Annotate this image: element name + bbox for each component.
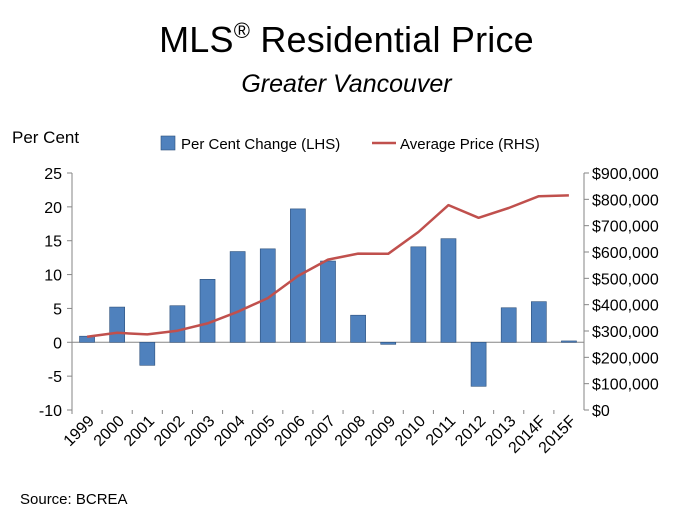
left-tick-label: -10 [39, 403, 62, 420]
bar [470, 341, 487, 387]
right-tick-label: $200,000 [592, 350, 659, 367]
title-text: MLS [159, 19, 234, 60]
left-tick-label: 5 [53, 301, 62, 318]
x-tick-label: 2005 [241, 413, 278, 450]
bar [500, 307, 517, 343]
bar [410, 246, 427, 343]
left-axis-ticks: 25 20 15 10 5 0 -5 -10 [39, 166, 72, 420]
legend-swatch-bar [160, 135, 176, 151]
left-tick-label: -5 [48, 369, 62, 386]
left-tick-label: 15 [44, 234, 62, 251]
right-tick-label: $0 [592, 403, 610, 420]
bar [440, 238, 457, 343]
legend-label-line: Average Price (RHS) [400, 136, 540, 153]
x-tick-label: 2003 [181, 413, 218, 450]
bar [169, 305, 186, 343]
average-price-line [86, 194, 569, 339]
x-tick-label: 2008 [332, 413, 369, 450]
x-tick-label: 2010 [392, 413, 429, 450]
registered-mark: ® [233, 18, 251, 43]
right-tick-label: $100,000 [592, 377, 659, 394]
chart-title: MLS® Residential Price [0, 18, 693, 61]
right-axis-ticks: $900,000 $800,000 $700,000 $600,000 $500,000… [584, 166, 659, 420]
bar [229, 251, 246, 343]
right-tick-label: $700,000 [592, 219, 659, 236]
left-tick-label: 0 [53, 335, 62, 352]
bar-series [79, 208, 577, 387]
x-tick-label: 2002 [151, 413, 188, 450]
bar [320, 260, 336, 343]
x-tick-label: 2006 [272, 413, 309, 450]
bar [561, 340, 577, 343]
right-tick-label: $800,000 [592, 192, 659, 209]
chart-subtitle: Greater Vancouver [241, 70, 452, 98]
x-tick-label: 2012 [452, 413, 489, 450]
left-tick-label: 25 [44, 166, 62, 183]
bar [199, 279, 216, 343]
x-tick-label: 2007 [302, 413, 339, 450]
bar [259, 248, 276, 343]
x-tick-label: 1999 [61, 413, 98, 450]
left-tick-label: 20 [44, 200, 62, 217]
legend: Per Cent Change (LHS) Average Price (RHS… [160, 135, 540, 153]
right-tick-label: $300,000 [592, 324, 659, 341]
x-tick-label: 2004 [211, 413, 248, 450]
line-series [86, 194, 569, 339]
bar [139, 341, 156, 366]
bar [380, 341, 397, 345]
left-axis-label: Per Cent [12, 128, 80, 147]
right-tick-label: $900,000 [592, 166, 659, 183]
left-tick-label: 10 [44, 268, 62, 285]
right-tick-label: $600,000 [592, 245, 659, 262]
x-tick-label: 2009 [362, 413, 399, 450]
right-tick-label: $500,000 [592, 271, 659, 288]
bar [350, 314, 366, 343]
x-tick-label: 2011 [423, 413, 459, 449]
bar [109, 306, 126, 343]
x-tick-label: 2000 [91, 413, 128, 450]
x-axis-ticks: 1999200020012002200320042005200620072008… [61, 410, 580, 457]
legend-label-bar: Per Cent Change (LHS) [181, 136, 340, 153]
source-note: Source: BCREA [20, 491, 128, 508]
title-rest: Residential Price [250, 19, 534, 60]
bar [530, 301, 547, 343]
x-tick-label: 2001 [121, 413, 158, 450]
right-tick-label: $400,000 [592, 298, 659, 315]
